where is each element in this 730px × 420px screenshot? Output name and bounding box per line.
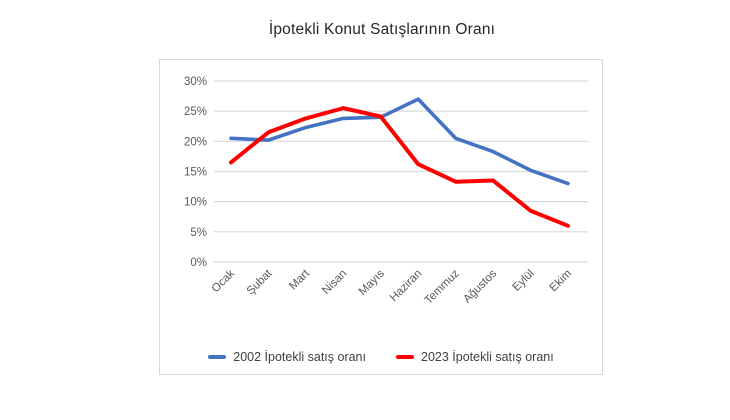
chart-title: İpotekli Konut Satışlarının Oranı <box>268 21 496 38</box>
legend-item-2023: 2023 İpotekli satış oranı <box>396 350 554 364</box>
legend-label-2002: 2002 İpotekli satış oranı <box>233 350 366 364</box>
chart-legend: 2002 İpotekli satış oranı 2023 İpotekli … <box>160 350 602 364</box>
legend-label-2023: 2023 İpotekli satış oranı <box>421 350 554 364</box>
legend-dash-2002-icon <box>208 355 227 359</box>
series-line-2002 <box>229 97 570 186</box>
x-category-label: Mart <box>287 267 312 292</box>
chart-panel: 0% 5% 10% 15% 20% 25% 30% Ocak Şubat Mart Nisan May… <box>159 59 603 375</box>
x-category-label: Haziran <box>388 268 425 305</box>
chart-svg: 0% 5% 10% 15% 20% 25% 30% Ocak Şubat Mart Nisan May… <box>184 76 588 307</box>
legend-dash-2023-icon <box>396 355 414 359</box>
x-category-label: Ağustos <box>461 267 499 305</box>
y-tick-label: 25% <box>184 106 207 118</box>
y-tick-label: 10% <box>184 197 207 209</box>
y-tick-label: 0% <box>190 257 207 269</box>
x-category-label: Şubat <box>245 267 275 297</box>
y-tick-label: 30% <box>184 76 207 88</box>
y-tick-label: 20% <box>184 136 207 148</box>
x-category-label: Nisan <box>320 268 349 297</box>
x-category-label: Eylül <box>511 268 537 294</box>
y-tick-label: 5% <box>190 227 207 239</box>
x-category-label: Ekim <box>548 268 575 295</box>
x-category-label: Ocak <box>210 267 238 295</box>
series-line-2023 <box>229 106 570 228</box>
y-tick-label: 15% <box>184 166 207 178</box>
x-category-label: Mayıs <box>357 267 387 297</box>
legend-item-2002: 2002 İpotekli satış oranı <box>208 350 366 364</box>
x-category-label: Temmuz <box>423 267 462 306</box>
